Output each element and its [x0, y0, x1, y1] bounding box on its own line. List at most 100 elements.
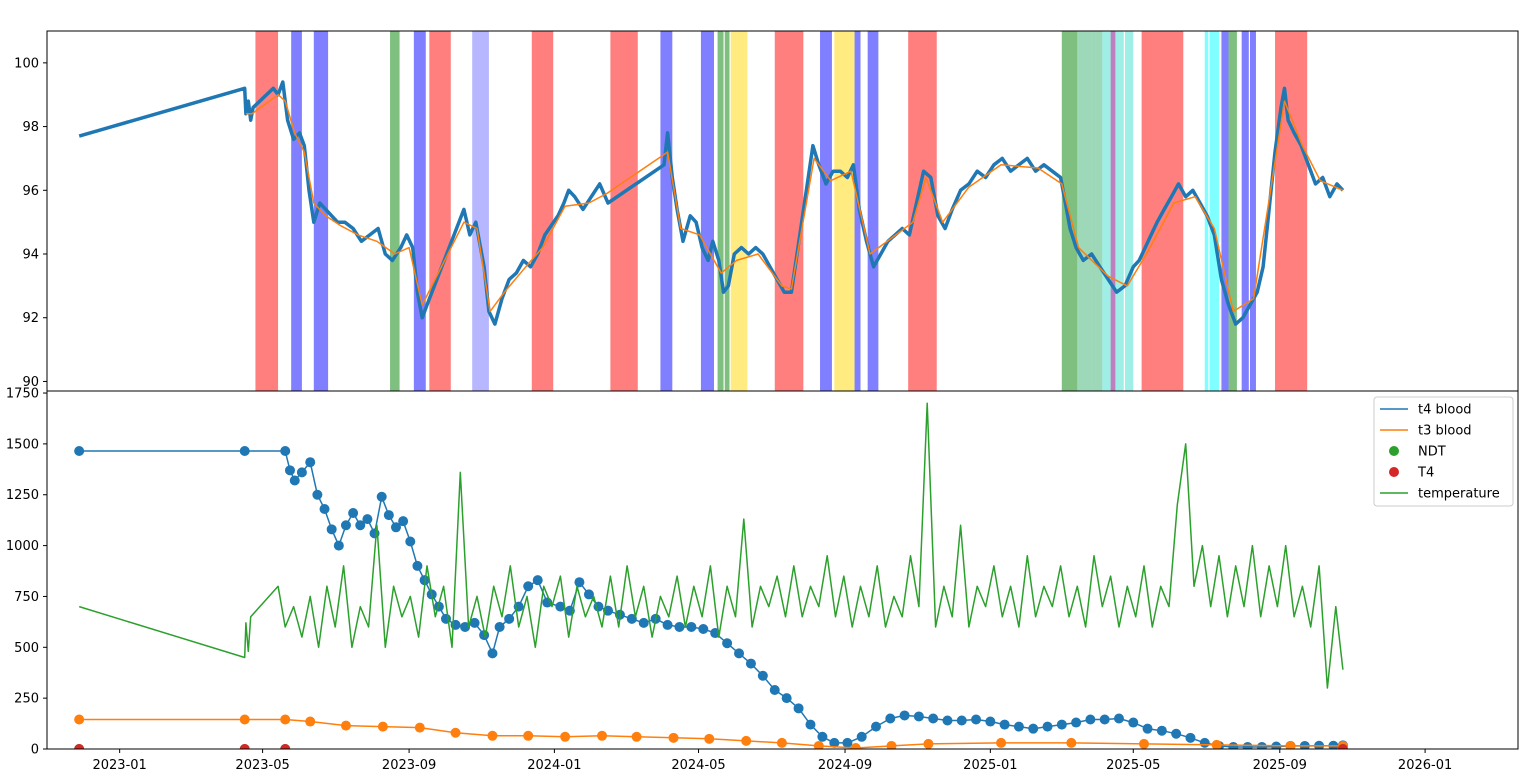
- point-t4-blood-66: [899, 710, 910, 721]
- shaded-span-3: [390, 31, 400, 391]
- x-tick-label-7: 2025-05: [1106, 758, 1160, 773]
- point-t4-blood-32: [504, 613, 515, 624]
- point-t4-blood-27: [460, 621, 471, 632]
- shaded-span-23: [1102, 31, 1111, 391]
- point-t4-blood-77: [1056, 719, 1067, 730]
- point-t4-blood-70: [956, 715, 967, 726]
- shaded-span-0: [255, 31, 279, 391]
- point-t4-blood-9: [326, 524, 337, 535]
- shaded-span-5: [429, 31, 451, 391]
- bottom-y-tick-label-4: 1000: [6, 539, 39, 554]
- point-t4-blood-8: [319, 503, 330, 514]
- point-t4-blood-0: [74, 446, 85, 457]
- point-t4-blood-67: [913, 711, 924, 722]
- point-t4-blood-62: [842, 737, 853, 748]
- point-t4-blood-53: [734, 648, 745, 659]
- point-t3-blood-0: [74, 714, 85, 725]
- point-t4-blood-50: [698, 623, 709, 634]
- shaded-span-16: [834, 31, 855, 391]
- point-t4-blood-1: [239, 446, 250, 457]
- point-t3-blood-19: [886, 740, 897, 749]
- point-t4-3: [1337, 744, 1348, 749]
- point-t4-blood-20: [405, 536, 416, 547]
- shaded-span-6: [472, 31, 489, 391]
- point-t3-blood-15: [741, 735, 752, 746]
- point-t4-blood-35: [532, 575, 543, 586]
- point-t4-blood-82: [1128, 717, 1139, 728]
- point-t4-blood-79: [1085, 714, 1096, 725]
- bottom-y-tick-label-0: 0: [31, 743, 39, 758]
- legend: t4 blood t3 blood NDT T4 temperature: [1373, 396, 1514, 507]
- point-t4-blood-60: [817, 731, 828, 742]
- point-t3-blood-23: [1138, 738, 1149, 749]
- shaded-span-15: [820, 31, 832, 391]
- x-tick-label-1: 2023-05: [235, 758, 289, 773]
- x-tick-label-2: 2023-09: [382, 758, 436, 773]
- x-tick-label-6: 2025-01: [963, 758, 1017, 773]
- top-shaded-spans: [255, 31, 1308, 391]
- x-tick-label-3: 2024-01: [527, 758, 581, 773]
- point-t4-blood-11: [340, 520, 351, 531]
- shaded-span-17: [854, 31, 861, 391]
- shaded-span-7: [531, 31, 554, 391]
- point-t4-blood-95: [1314, 740, 1325, 749]
- point-t4-blood-37: [555, 601, 566, 612]
- point-t4-blood-31: [494, 621, 505, 632]
- point-t4-blood-21: [412, 560, 423, 571]
- legend-marker-t4: [1389, 467, 1399, 477]
- top-series-raw-line: [78, 80, 1345, 326]
- point-t4-blood-3: [284, 465, 295, 476]
- x-tick-label-0: 2023-01: [92, 758, 146, 773]
- point-t3-blood-22: [1066, 737, 1077, 748]
- top-y-tick-label-4: 98: [22, 120, 39, 135]
- bottom-y-tick-label-7: 1750: [6, 387, 39, 402]
- point-t4-blood-68: [928, 713, 939, 724]
- point-t4-2: [280, 744, 291, 749]
- point-t4-blood-61: [829, 737, 840, 748]
- point-t4-blood-6: [305, 457, 316, 468]
- shaded-span-8: [610, 31, 638, 391]
- point-t3-blood-16: [776, 737, 787, 748]
- point-t4-blood-73: [999, 719, 1010, 730]
- point-t4-blood-87: [1199, 737, 1210, 748]
- point-t4-blood-55: [757, 670, 768, 681]
- shaded-span-34: [1275, 31, 1308, 391]
- bottom-y-tick-label-2: 500: [14, 641, 39, 656]
- point-t4-blood-65: [885, 713, 896, 724]
- point-t3-blood-13: [668, 732, 679, 743]
- point-t4-blood-2: [280, 446, 291, 457]
- shaded-span-11: [717, 31, 724, 391]
- point-t3-blood-24: [1211, 739, 1222, 749]
- point-t4-blood-85: [1171, 728, 1182, 739]
- point-t4-blood-17: [383, 510, 394, 521]
- point-t4-blood-89: [1228, 741, 1239, 749]
- point-t4-blood-45: [638, 617, 649, 628]
- legend-label-t4-blood: t4 blood: [1418, 403, 1472, 418]
- shaded-span-4: [413, 31, 426, 391]
- point-t4-blood-81: [1113, 713, 1124, 724]
- top-y-tick-label-5: 100: [14, 56, 39, 71]
- point-t4-blood-57: [781, 693, 792, 704]
- x-tick-label-4: 2024-05: [671, 758, 725, 773]
- shaded-span-13: [730, 31, 748, 391]
- point-t4-blood-39: [574, 577, 585, 588]
- series-line-t4-blood: [79, 450, 1343, 748]
- shaded-span-19: [908, 31, 937, 391]
- shaded-span-12: [724, 31, 730, 391]
- point-t4-blood-44: [626, 613, 637, 624]
- point-t3-blood-6: [414, 722, 425, 733]
- point-t4-blood-96: [1328, 740, 1339, 749]
- point-t4-blood-63: [856, 731, 867, 742]
- shaded-span-18: [867, 31, 879, 391]
- point-t3-blood-7: [450, 727, 461, 738]
- point-t4-blood-16: [376, 491, 387, 502]
- point-t4-blood-18: [390, 522, 401, 533]
- shaded-span-24: [1110, 31, 1116, 391]
- shaded-span-22: [1091, 31, 1103, 391]
- bottom-y-tick-label-5: 1250: [6, 488, 39, 503]
- point-t3-blood-21: [996, 737, 1007, 748]
- point-t4-blood-72: [985, 716, 996, 727]
- point-t4-blood-56: [769, 685, 780, 696]
- point-t4-1: [239, 744, 250, 749]
- series-line-temperature: [78, 402, 1344, 689]
